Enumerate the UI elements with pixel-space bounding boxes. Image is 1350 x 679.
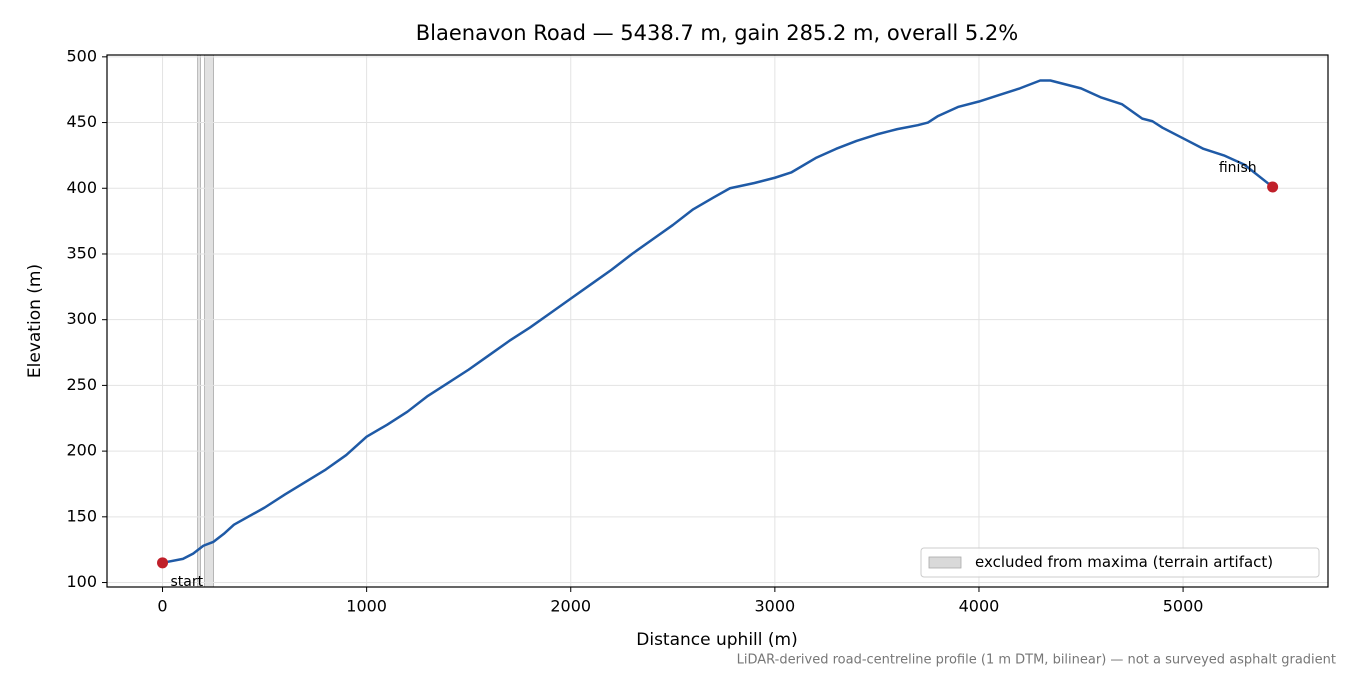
y-tick-label: 100 [66,572,97,591]
x-axis-label: Distance uphill (m) [636,630,797,650]
x-tick-label: 4000 [959,597,1000,616]
endpoint-label: finish [1219,160,1257,176]
excluded-span [204,54,214,588]
legend-box [920,547,1320,578]
elevation-line [162,79,1274,565]
legend-swatch [928,556,962,569]
y-tick-label: 450 [66,112,97,131]
x-tick-label: 2000 [550,597,591,616]
x-tick-label: 0 [157,597,167,616]
y-tick-label: 250 [66,375,97,394]
y-tick-label: 500 [66,46,97,65]
y-tick-label: 300 [66,309,97,328]
chart-title: Blaenavon Road — 5438.7 m, gain 285.2 m,… [416,21,1019,45]
legend-label: excluded from maxima (terrain artifact) [975,553,1273,571]
endpoint-label: start [171,574,204,590]
footnote: LiDAR-derived road-centreline profile (1… [737,653,1336,668]
y-tick-label: 400 [66,178,97,197]
plot-frame [106,54,1329,588]
x-tick-label: 5000 [1163,597,1204,616]
y-tick-label: 150 [66,506,97,525]
y-tick-label: 200 [66,441,97,460]
y-tick-label: 350 [66,243,97,262]
endpoint-marker [157,557,169,569]
x-tick-label: 1000 [346,597,387,616]
x-tick-label: 3000 [754,597,795,616]
y-axis-label: Elevation (m) [25,264,45,378]
endpoint-marker [1267,181,1279,193]
excluded-span [197,54,201,588]
